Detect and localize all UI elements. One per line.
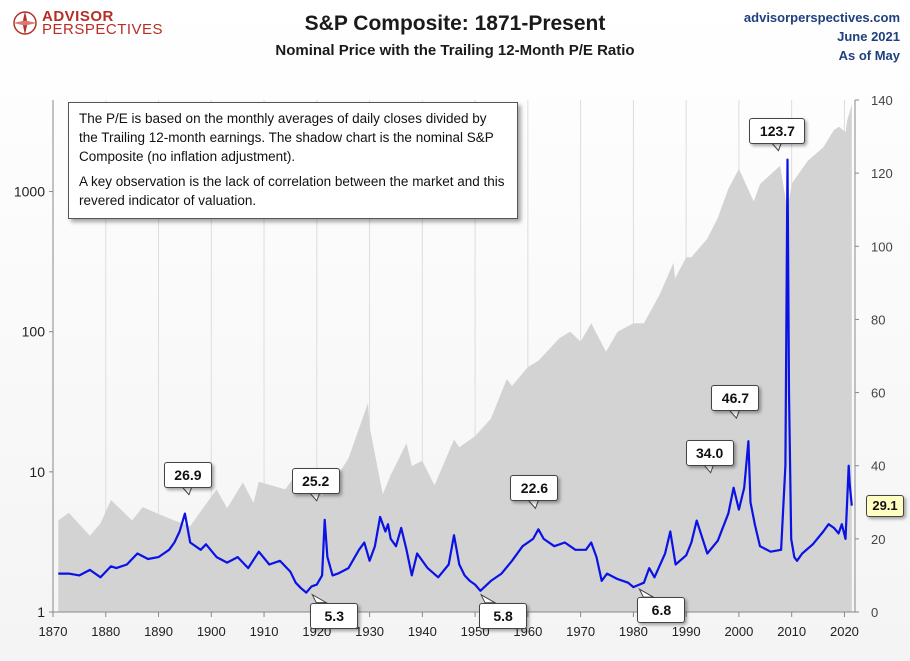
annotation-callout: 5.3	[310, 602, 359, 629]
explanation-note: The P/E is based on the monthly averages…	[68, 102, 518, 219]
x-tick-label-1910: 1910	[250, 624, 279, 639]
x-tick-label-1870: 1870	[39, 624, 68, 639]
y-right-tick-label-20: 20	[871, 532, 885, 547]
source-site: advisorperspectives.com	[743, 10, 900, 25]
note-paragraph-1: The P/E is based on the monthly averages…	[79, 111, 494, 164]
annotation-callout: 25.2	[291, 467, 340, 494]
source-block: advisorperspectives.com June 2021 As of …	[744, 8, 900, 65]
logo-text-perspectives: PERSPECTIVES	[42, 21, 164, 38]
price-area-layer	[58, 104, 852, 612]
x-tick-label-1980: 1980	[619, 624, 648, 639]
x-tick-label-2010: 2010	[777, 624, 806, 639]
source-asof: As of May	[838, 48, 900, 63]
y-right-tick-label-100: 100	[871, 239, 893, 254]
x-tick-label-1880: 1880	[91, 624, 120, 639]
x-tick-label-1990: 1990	[672, 624, 701, 639]
note-paragraph-2: A key observation is the lack of correla…	[79, 174, 505, 208]
x-tick-label-2000: 2000	[724, 624, 753, 639]
y-right-tick-label-140: 140	[871, 93, 893, 108]
annotation-callout: 46.7	[711, 385, 760, 412]
y-right-tick-label-0: 0	[871, 605, 878, 620]
x-tick-label-2020: 2020	[830, 624, 859, 639]
y-right-tick-label-80: 80	[871, 312, 885, 327]
annotation-callout: 6.8	[637, 597, 686, 624]
y-left-tick-label-10: 10	[29, 464, 45, 480]
y-left-tick-label-1: 1	[37, 604, 45, 620]
source-date: June 2021	[837, 29, 900, 44]
x-tick-label-1940: 1940	[408, 624, 437, 639]
y-right-tick-label-40: 40	[871, 459, 885, 474]
current-pe-label: 29.1	[866, 494, 904, 517]
annotation-callout: 123.7	[749, 117, 806, 144]
x-tick-label-1890: 1890	[144, 624, 173, 639]
y-left-tick-label-1000: 1000	[14, 184, 45, 200]
annotation-callout: 26.9	[163, 461, 212, 488]
x-tick-label-1970: 1970	[566, 624, 595, 639]
axes-layer: 1870 1880 1890 1900 1910 1920 1930 1940 1950 1960…	[14, 93, 893, 639]
x-tick-label-1930: 1930	[355, 624, 384, 639]
pe-ratio-line	[58, 158, 853, 594]
annotation-callout: 22.6	[510, 475, 559, 502]
y-left-tick-label-100: 100	[22, 324, 46, 340]
y-right-tick-label-60: 60	[871, 386, 885, 401]
chart-subtitle: Nominal Price with the Trailing 12-Month…	[275, 42, 635, 59]
logo-text-advisor: ADVISOR	[42, 8, 114, 25]
compass-rose-icon	[13, 11, 37, 35]
chart-title: S&P Composite: 1871-Present	[304, 12, 606, 35]
x-tick-label-1900: 1900	[197, 624, 226, 639]
annotation-callout: 34.0	[685, 439, 734, 466]
callout-pointer	[770, 142, 783, 152]
annotation-callout: 5.8	[479, 602, 528, 629]
pe-line-layer	[58, 158, 853, 594]
y-right-tick-label-120: 120	[871, 166, 893, 181]
callout-pointer	[180, 486, 193, 496]
price-area	[58, 104, 852, 612]
